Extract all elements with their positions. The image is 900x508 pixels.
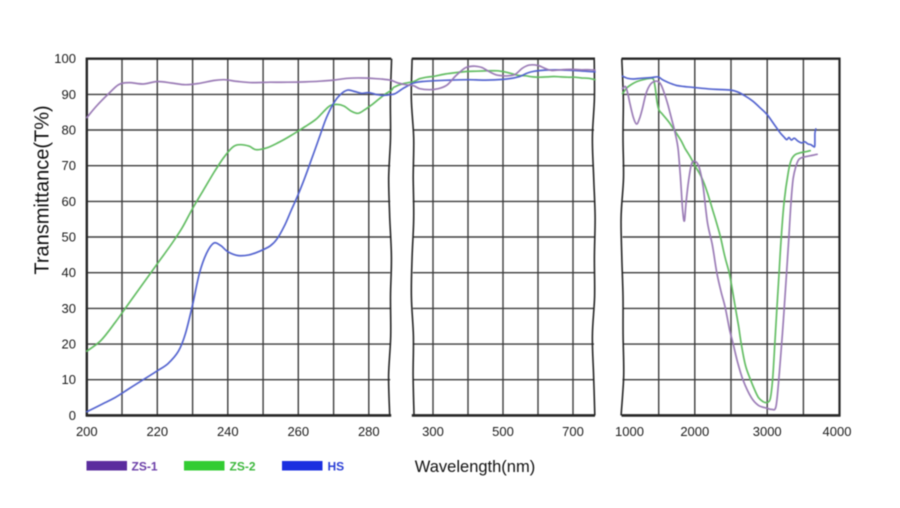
svg-text:20: 20 bbox=[62, 337, 76, 352]
svg-text:1000: 1000 bbox=[615, 424, 644, 439]
svg-text:0: 0 bbox=[69, 408, 76, 423]
svg-text:280: 280 bbox=[358, 424, 380, 439]
svg-text:300: 300 bbox=[422, 424, 444, 439]
svg-text:60: 60 bbox=[62, 194, 76, 209]
svg-text:2000: 2000 bbox=[680, 424, 709, 439]
svg-text:70: 70 bbox=[62, 158, 76, 173]
svg-text:10: 10 bbox=[62, 372, 76, 387]
svg-text:260: 260 bbox=[287, 424, 309, 439]
svg-text:30: 30 bbox=[62, 301, 76, 316]
svg-text:100: 100 bbox=[54, 51, 76, 66]
svg-text:Wavelength(nm): Wavelength(nm) bbox=[415, 458, 535, 476]
svg-text:3000: 3000 bbox=[753, 424, 782, 439]
svg-text:80: 80 bbox=[62, 123, 76, 138]
svg-text:ZS-1: ZS-1 bbox=[132, 460, 158, 474]
svg-text:240: 240 bbox=[217, 424, 239, 439]
svg-text:200: 200 bbox=[76, 424, 98, 439]
svg-text:500: 500 bbox=[492, 424, 514, 439]
svg-text:90: 90 bbox=[62, 87, 76, 102]
svg-text:ZS-2: ZS-2 bbox=[230, 460, 256, 474]
svg-text:50: 50 bbox=[62, 230, 76, 245]
svg-text:700: 700 bbox=[562, 424, 584, 439]
svg-text:4000: 4000 bbox=[823, 424, 852, 439]
svg-text:HS: HS bbox=[328, 460, 345, 474]
svg-text:40: 40 bbox=[62, 265, 76, 280]
svg-text:220: 220 bbox=[146, 424, 168, 439]
svg-text:Transmittance(T%): Transmittance(T%) bbox=[32, 105, 54, 274]
